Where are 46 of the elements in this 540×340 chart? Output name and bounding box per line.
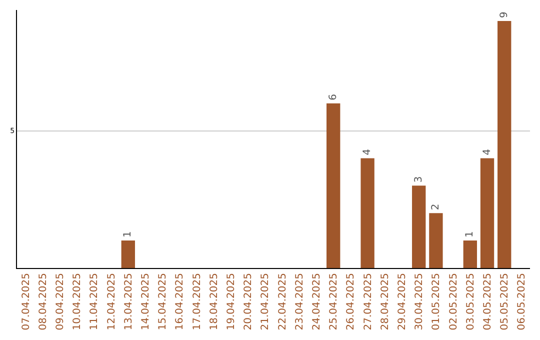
bar — [360, 158, 374, 268]
x-tick-label: 27.04.2025 — [362, 273, 374, 330]
x-tick-label: 09.04.2025 — [55, 273, 66, 330]
x-tick-label: 29.04.2025 — [397, 273, 408, 330]
x-tick-label: 06.05.2025 — [516, 273, 528, 330]
data-label: 1 — [464, 231, 476, 238]
data-label: 1 — [122, 231, 134, 238]
x-tick-label: 22.04.2025 — [277, 273, 288, 330]
bar — [326, 103, 340, 268]
x-tick-label: 03.05.2025 — [465, 273, 476, 330]
x-tick-label: 12.04.2025 — [106, 273, 118, 330]
x-tick-label: 17.04.2025 — [192, 273, 203, 330]
data-label: 4 — [482, 148, 493, 156]
x-tick-label: 16.04.2025 — [174, 273, 186, 330]
x-tick-label: 14.04.2025 — [140, 273, 152, 330]
x-tick-label: 18.04.2025 — [208, 273, 220, 330]
x-tick-label: 30.04.2025 — [414, 273, 426, 330]
x-tick-label: 25.04.2025 — [328, 273, 340, 330]
data-label: 2 — [430, 204, 442, 210]
x-tick-label: 07.04.2025 — [20, 273, 32, 330]
x-tick-label: 23.04.2025 — [294, 273, 306, 330]
bar — [498, 20, 512, 268]
x-tick-label: 11.04.2025 — [89, 273, 100, 330]
x-tick-label: 05.05.2025 — [500, 273, 511, 330]
x-tick-label: 02.05.2025 — [448, 273, 460, 330]
x-tick-label: 08.04.2025 — [38, 273, 49, 330]
bar — [463, 240, 477, 268]
data-label: 3 — [413, 176, 424, 183]
data-label: 4 — [362, 148, 374, 156]
x-tick-label: 26.04.2025 — [346, 273, 357, 330]
data-label: 9 — [498, 12, 510, 18]
x-tick-label: 10.04.2025 — [72, 273, 84, 330]
x-tick-label: 20.04.2025 — [243, 273, 254, 330]
bar — [121, 240, 135, 268]
data-label: 6 — [328, 94, 339, 100]
bar — [412, 186, 426, 268]
x-tick-label: 21.04.2025 — [260, 273, 272, 330]
x-tick-label: 01.05.2025 — [431, 273, 442, 330]
x-tick-label: 19.04.2025 — [226, 273, 237, 330]
x-tick-label: 24.04.2025 — [312, 273, 322, 330]
x-tick-label: 13.04.2025 — [123, 273, 134, 330]
bar — [429, 213, 443, 268]
x-tick-label: 15.04.2025 — [158, 273, 169, 330]
bar — [480, 158, 494, 268]
x-tick-label: 28.04.2025 — [380, 273, 391, 330]
x-tick-label: 04.05.2025 — [482, 273, 494, 330]
